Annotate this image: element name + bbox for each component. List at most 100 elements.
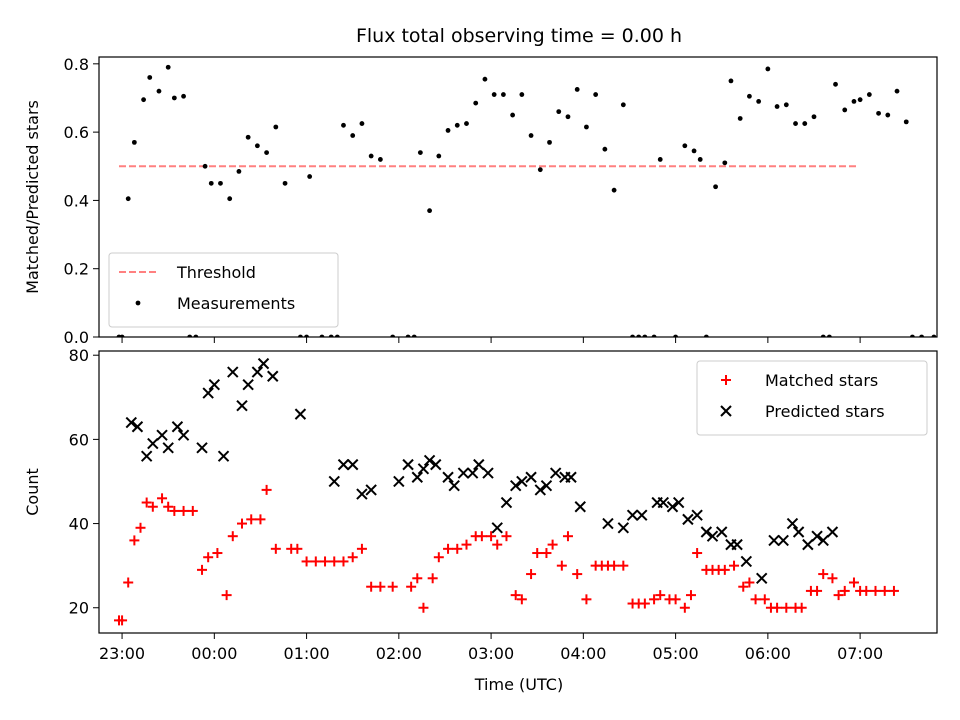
data-point <box>156 429 168 441</box>
data-point <box>147 501 158 512</box>
data-point <box>747 93 752 99</box>
legend-swatch <box>720 405 732 417</box>
data-point <box>500 496 513 509</box>
data-point <box>777 534 789 547</box>
data-layer <box>113 357 899 626</box>
data-point <box>482 467 494 479</box>
data-point <box>157 493 168 504</box>
data-point <box>147 75 153 80</box>
data-point <box>574 87 580 92</box>
data-point <box>356 543 367 554</box>
data-point <box>572 569 583 580</box>
data-point <box>486 531 497 542</box>
data-point <box>666 501 679 513</box>
data-point <box>737 116 743 121</box>
data-point <box>602 517 614 530</box>
data-point <box>731 538 743 551</box>
data-point <box>445 128 451 133</box>
data-point <box>547 139 552 145</box>
data-point <box>549 467 562 479</box>
legend-item: Threshold <box>119 263 256 282</box>
data-point <box>196 442 208 454</box>
data-point <box>584 124 589 130</box>
x-tick-label: 03:00 <box>468 644 514 663</box>
data-point <box>255 514 266 525</box>
data-point <box>452 543 463 554</box>
data-point <box>765 66 771 72</box>
data-point <box>833 81 838 87</box>
x-axis-label: Time (UTC) <box>474 675 563 694</box>
legend-label: Matched stars <box>765 371 878 390</box>
data-point <box>556 560 567 571</box>
data-point <box>697 157 703 162</box>
x-tick-label: 23:00 <box>99 644 145 663</box>
data-point <box>541 548 552 559</box>
data-point <box>473 100 479 106</box>
data-point <box>510 112 516 118</box>
data-point <box>123 577 134 588</box>
data-point <box>617 522 630 534</box>
data-point <box>125 416 137 429</box>
data-point <box>657 496 670 509</box>
data-point <box>839 585 850 596</box>
data-point <box>162 442 174 454</box>
data-point <box>833 590 844 601</box>
data-point <box>301 556 312 567</box>
data-point <box>359 121 365 126</box>
data-point <box>218 180 223 186</box>
data-point <box>842 107 848 113</box>
data-point <box>217 450 230 462</box>
data-point <box>246 514 257 525</box>
data-point <box>509 479 522 492</box>
data-point <box>227 531 238 542</box>
data-point <box>528 133 534 138</box>
data-point <box>620 102 626 108</box>
data-point <box>457 467 470 479</box>
y-tick-label: 20 <box>69 599 89 618</box>
data-point <box>609 560 620 571</box>
data-point <box>236 518 247 529</box>
data-point <box>294 408 307 420</box>
data-point <box>768 534 780 547</box>
data-point <box>282 180 288 186</box>
data-point <box>442 471 454 483</box>
data-point <box>679 602 690 613</box>
series-predicted-stars <box>125 357 839 584</box>
data-point <box>178 505 189 516</box>
data-point <box>368 153 374 159</box>
data-point <box>756 98 762 104</box>
y-tick-label: 40 <box>69 515 89 534</box>
data-point <box>519 92 525 97</box>
data-point <box>516 594 527 605</box>
data-point <box>393 475 405 488</box>
legend: Matched stars Predicted stars <box>696 360 928 436</box>
data-point <box>329 556 340 567</box>
data-point <box>876 110 881 116</box>
data-point <box>417 463 430 475</box>
legend-item: Predicted stars <box>720 402 885 421</box>
legend-label: Measurements <box>177 294 295 313</box>
data-point <box>510 590 521 601</box>
y-tick-label: 80 <box>69 346 89 365</box>
data-point <box>861 585 872 596</box>
data-point <box>537 167 543 173</box>
data-point <box>141 97 146 103</box>
data-point <box>156 88 162 94</box>
x-tick-label: 05:00 <box>653 644 699 663</box>
data-point <box>526 569 537 580</box>
x-tick-label: 06:00 <box>745 644 791 663</box>
data-point <box>264 150 269 156</box>
data-point <box>307 174 313 179</box>
data-point <box>117 615 128 626</box>
data-point <box>649 594 660 605</box>
chart-title: Flux total observing time = 0.00 h <box>356 25 682 47</box>
data-point <box>375 581 386 592</box>
data-point <box>365 484 377 496</box>
data-point <box>473 458 485 471</box>
data-point <box>257 357 270 370</box>
data-point <box>812 585 823 596</box>
data-point <box>273 124 279 130</box>
data-point <box>611 187 617 193</box>
data-point <box>406 581 417 592</box>
data-point <box>417 150 423 156</box>
